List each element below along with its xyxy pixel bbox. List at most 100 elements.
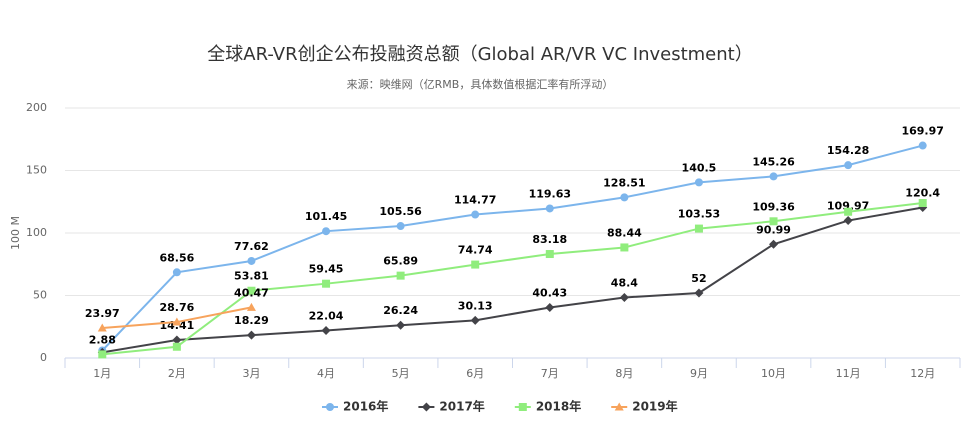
- series-line: [101, 144, 923, 352]
- marker: [918, 141, 927, 150]
- value-label: 103.53: [678, 208, 720, 221]
- marker: [322, 279, 331, 288]
- marker: [421, 402, 431, 412]
- value-label: 65.89: [383, 255, 418, 268]
- value-label: 140.5: [682, 161, 717, 174]
- marker: [545, 250, 554, 259]
- marker: [98, 350, 107, 359]
- value-label: 77.62: [234, 240, 269, 253]
- value-label: 52: [691, 272, 706, 285]
- value-label: 105.56: [379, 205, 422, 218]
- value-label: 101.45: [305, 210, 347, 223]
- marker: [246, 330, 256, 340]
- marker: [844, 207, 853, 216]
- marker: [172, 335, 182, 345]
- marker: [619, 293, 629, 302]
- marker: [97, 323, 107, 332]
- marker: [471, 260, 480, 269]
- series-line: [102, 202, 923, 356]
- value-label: 18.29: [234, 314, 269, 327]
- marker: [614, 402, 624, 411]
- legend-label: 2016年: [343, 399, 388, 414]
- marker: [918, 199, 927, 207]
- marker: [396, 222, 405, 231]
- y-tick-label: 150: [26, 164, 47, 177]
- marker: [470, 315, 480, 325]
- value-label: 26.24: [383, 304, 418, 317]
- x-tick-label: 1月: [93, 367, 111, 380]
- value-label: 59.45: [309, 263, 344, 276]
- chart-subtitle: 来源：映维网（亿RMB，具体数值根据汇率有所浮动）: [347, 77, 614, 91]
- marker: [694, 288, 704, 298]
- x-tick-label: 4月: [317, 367, 335, 380]
- marker: [247, 256, 256, 265]
- value-label: 74.74: [458, 244, 493, 257]
- marker: [172, 342, 181, 351]
- value-label: 2.88: [89, 333, 116, 346]
- marker: [769, 172, 778, 181]
- y-axis-label: 100 M: [9, 216, 22, 250]
- marker: [396, 271, 405, 280]
- x-tick-label: 9月: [690, 367, 708, 380]
- marker: [471, 210, 480, 219]
- value-label: 120.4: [905, 187, 940, 200]
- marker: [326, 403, 334, 411]
- marker: [620, 193, 629, 202]
- legend-label: 2018年: [536, 399, 581, 414]
- value-label: 90.99: [756, 223, 791, 236]
- marker: [518, 403, 527, 411]
- marker: [172, 317, 182, 326]
- value-label: 53.81: [234, 270, 269, 283]
- marker: [844, 161, 853, 170]
- y-tick-label: 0: [40, 351, 47, 364]
- marker: [769, 239, 779, 249]
- value-label: 88.44: [607, 226, 642, 239]
- value-label: 109.97: [827, 200, 869, 213]
- value-label: 68.56: [159, 251, 194, 264]
- legend-label: 2019年: [632, 399, 677, 414]
- y-tick-label: 50: [33, 289, 47, 302]
- series-line: [102, 206, 923, 354]
- marker: [769, 217, 778, 226]
- value-label: 119.63: [529, 187, 571, 200]
- value-label: 109.36: [752, 200, 795, 213]
- marker: [694, 224, 703, 233]
- marker: [247, 286, 256, 295]
- y-tick-label: 100: [26, 226, 47, 239]
- value-label: 23.97: [85, 307, 120, 320]
- marker: [321, 325, 331, 335]
- marker: [172, 268, 181, 277]
- value-label: 22.04: [309, 309, 344, 322]
- value-label: 40.43: [532, 286, 567, 299]
- marker: [545, 204, 554, 213]
- marker: [620, 243, 629, 252]
- x-tick-label: 2月: [168, 367, 186, 380]
- y-tick-label: 200: [26, 101, 47, 114]
- marker: [843, 216, 853, 226]
- value-label: 30.13: [458, 299, 493, 312]
- value-label: 28.76: [159, 301, 194, 314]
- value-label: 145.26: [752, 155, 795, 168]
- x-tick-label: 12月: [910, 367, 935, 380]
- value-label: 128.51: [603, 176, 645, 189]
- value-label: 169.97: [901, 125, 943, 138]
- chart-title: 全球AR-VR创企公布投融资总额（Global AR/VR VC Investm…: [207, 44, 752, 65]
- value-label: 114.77: [454, 194, 496, 207]
- value-label: 83.18: [532, 233, 567, 246]
- x-tick-label: 11月: [836, 367, 861, 380]
- x-tick-label: 7月: [541, 367, 559, 380]
- x-tick-label: 3月: [242, 367, 260, 380]
- legend-label: 2017年: [439, 399, 484, 414]
- marker: [322, 227, 331, 236]
- x-tick-label: 5月: [392, 367, 410, 380]
- marker: [545, 302, 555, 312]
- x-tick-label: 8月: [615, 367, 633, 380]
- x-tick-label: 10月: [761, 367, 786, 380]
- x-tick-label: 6月: [466, 367, 484, 380]
- marker: [694, 178, 703, 187]
- value-label: 40.47: [234, 286, 269, 299]
- value-label: 154.28: [827, 144, 869, 157]
- marker: [246, 302, 256, 311]
- marker: [396, 320, 406, 330]
